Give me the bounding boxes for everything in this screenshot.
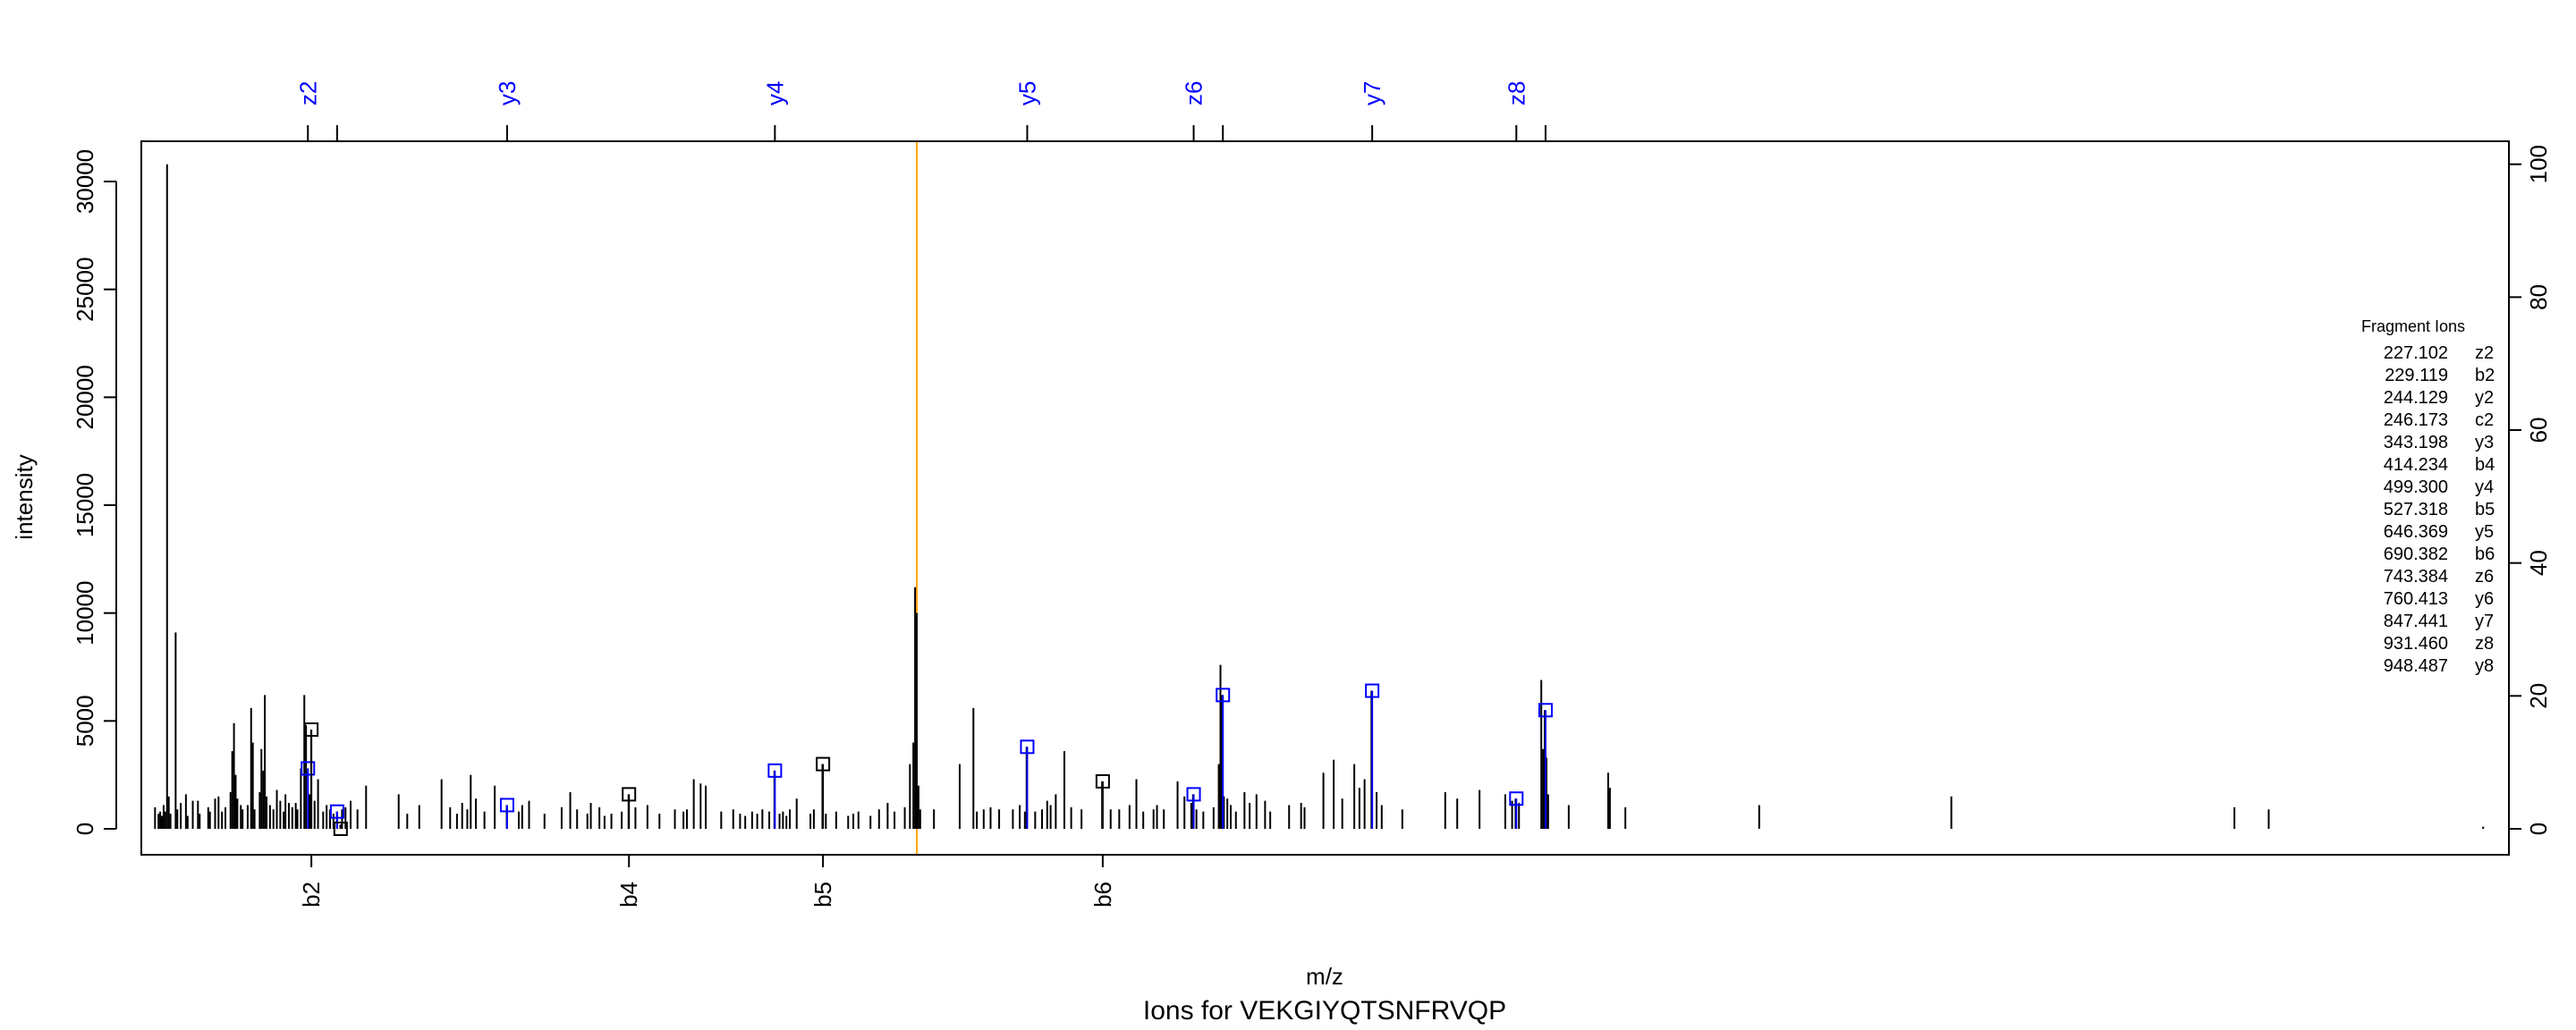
legend-mz: 414.234 <box>2384 455 2448 475</box>
ion-marker-y3 <box>499 798 514 813</box>
right-tick-label: 0 <box>2525 823 2552 835</box>
legend-mz: 499.300 <box>2384 477 2448 497</box>
legend-ion: y5 <box>2475 522 2494 542</box>
bottom-ion-label: b2 <box>298 882 325 908</box>
x-axis-title: m/z <box>1306 963 1343 990</box>
legend-mz: 948.487 <box>2384 656 2448 676</box>
legend-mz: 760.413 <box>2384 589 2448 609</box>
ion-marker-y6 <box>1216 688 1231 703</box>
ion-marker-z6 <box>1186 787 1201 802</box>
legend-mz: 246.173 <box>2384 410 2448 430</box>
top-ion-label: z8 <box>1503 81 1530 106</box>
ion-marker-y8 <box>1538 703 1553 718</box>
legend-ion: y6 <box>2475 589 2494 609</box>
left-tick-label: 0 <box>72 823 98 835</box>
chart-title: Ions for VEKGIYQTSNFRVQP <box>1143 996 1506 1026</box>
legend-layer: Fragment Ions 227.102 z2 229.119 b2 244.129 y2… <box>2361 317 2495 676</box>
ion-marker-b2 <box>304 722 319 737</box>
ion-marker-z8 <box>1509 791 1524 806</box>
legend-ion: c2 <box>2475 410 2494 430</box>
legend-mz: 229.119 <box>2385 366 2448 385</box>
legend-ion: b5 <box>2475 500 2495 519</box>
legend-ion: y4 <box>2475 477 2494 497</box>
left-tick-label: 10000 <box>72 581 98 646</box>
top-ion-label: y3 <box>494 81 521 106</box>
left-tick-label: 20000 <box>72 365 98 429</box>
top-ion-label: z2 <box>294 81 321 106</box>
top-ion-label: z6 <box>1181 81 1208 106</box>
top-ion-label: y5 <box>1013 81 1040 106</box>
legend-ion: z8 <box>2475 634 2494 654</box>
legend-ion: b2 <box>2475 366 2495 385</box>
plot-frame <box>140 140 2510 856</box>
legend-mz: 227.102 <box>2384 343 2448 363</box>
legend-ion: b4 <box>2475 455 2495 475</box>
top-ion-label: y4 <box>761 81 788 106</box>
left-tick-label: 30000 <box>72 149 98 214</box>
legend-mz: 847.441 <box>2384 612 2448 631</box>
bottom-ion-label: b5 <box>809 882 836 908</box>
ion-marker-y5 <box>1020 739 1035 755</box>
ion-marker-y2 <box>329 804 344 819</box>
legend-mz: 343.198 <box>2384 433 2448 452</box>
peaks-layer <box>154 164 2485 829</box>
legend-title: Fragment Ions <box>2361 317 2465 335</box>
bottom-ion-label: b4 <box>615 882 642 908</box>
legend-ion: y8 <box>2475 656 2494 676</box>
ion-marker-z2 <box>301 761 316 776</box>
legend-ion: y7 <box>2475 612 2494 631</box>
left-tick-label: 15000 <box>72 473 98 537</box>
legend-mz: 527.318 <box>2384 500 2448 519</box>
legend-mz: 646.369 <box>2384 522 2448 542</box>
left-tick-label: 5000 <box>72 695 98 747</box>
ion-marker-y4 <box>767 763 783 778</box>
axes-layer: 0 5000 10000 15000 20000 25000 30000 0 20 40 60 80 1… <box>11 81 2552 1026</box>
legend-ion: z6 <box>2475 567 2494 587</box>
ion-marker-b6 <box>1095 773 1110 789</box>
ion-marker-b5 <box>816 756 831 772</box>
y-axis-title: intensity <box>11 454 38 539</box>
right-tick-label: 60 <box>2525 418 2552 443</box>
ion-marker-b4 <box>622 787 637 802</box>
legend-mz: 743.384 <box>2384 567 2448 587</box>
ion-marker-c2 <box>333 822 348 836</box>
right-tick-label: 40 <box>2525 550 2552 576</box>
legend-ion: y2 <box>2475 388 2494 408</box>
legend-mz: 244.129 <box>2384 388 2448 408</box>
legend-ion: z2 <box>2475 343 2494 363</box>
right-tick-label: 100 <box>2525 145 2552 183</box>
bottom-ion-label: b6 <box>1089 882 1116 908</box>
right-tick-label: 20 <box>2525 683 2552 709</box>
right-tick-label: 80 <box>2525 284 2552 310</box>
ions-layer <box>301 683 1553 836</box>
legend-ion: b6 <box>2475 545 2495 564</box>
legend-ion: y3 <box>2475 433 2494 452</box>
plot-layer <box>140 140 2510 856</box>
top-ion-label: y7 <box>1359 81 1385 106</box>
legend-mz: 931.460 <box>2384 634 2448 654</box>
ion-marker-y7 <box>1365 683 1380 698</box>
left-tick-label: 25000 <box>72 258 98 322</box>
legend-mz: 690.382 <box>2384 545 2448 564</box>
